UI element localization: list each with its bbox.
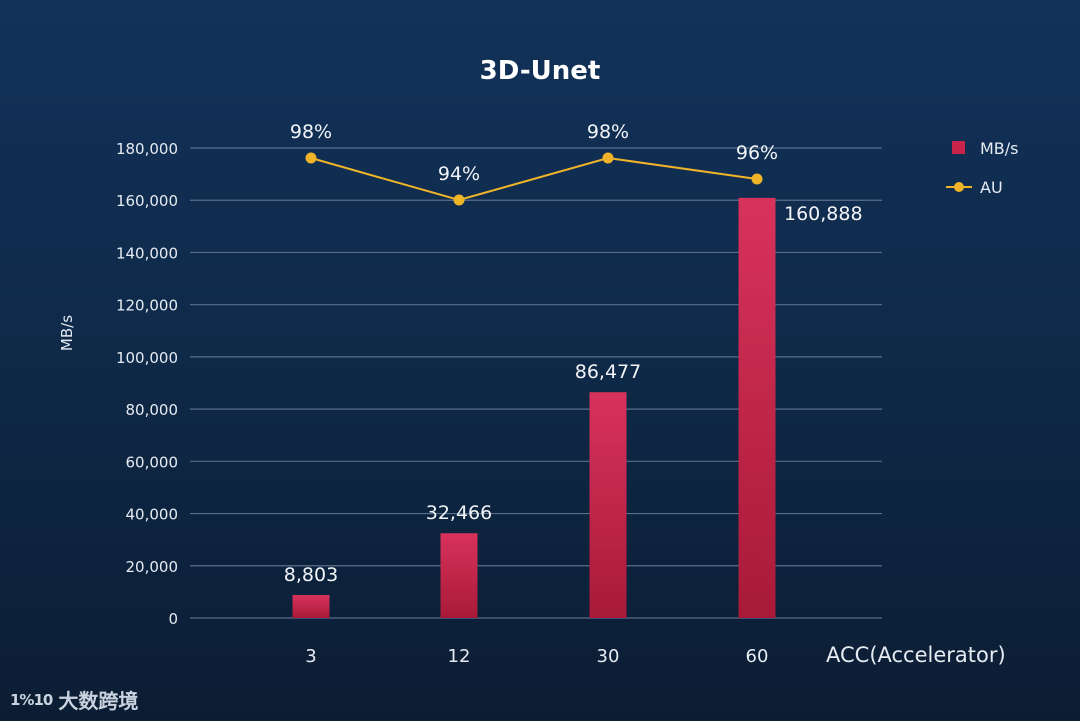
- au-point: [602, 152, 614, 164]
- y-axis-ticks: 0 20,000 40,000 60,000 80,000 100,000 120,000 1…: [116, 140, 178, 628]
- au-data-label: 96%: [736, 142, 778, 164]
- bar: [440, 533, 478, 618]
- bar-data-label: 86,477: [575, 361, 641, 383]
- bar: [589, 392, 627, 618]
- au-data-label: 94%: [438, 163, 480, 185]
- x-axis-ticks: 3 12 30 60: [305, 646, 768, 667]
- bar-data-label: 160,888: [784, 203, 863, 225]
- y-tick-label: 180,000: [116, 140, 178, 158]
- legend: MB/s AU: [946, 139, 1019, 197]
- au-point: [751, 173, 763, 185]
- au-line: 98% 94% 98% 96%: [290, 121, 778, 206]
- x-axis-label: ACC(Accelerator): [826, 643, 1006, 667]
- legend-marker-line: [954, 182, 964, 192]
- y-tick-label: 120,000: [116, 297, 178, 315]
- au-point: [305, 152, 317, 164]
- y-tick-label: 0: [168, 610, 178, 628]
- bar: [738, 197, 776, 618]
- y-tick-label: 40,000: [126, 506, 179, 524]
- y-tick-label: 80,000: [126, 401, 179, 419]
- x-tick-label: 60: [746, 646, 769, 667]
- watermark-logo: 1%10: [10, 690, 53, 709]
- legend-label-line: AU: [980, 178, 1003, 197]
- legend-label-bars: MB/s: [980, 139, 1019, 158]
- x-tick-label: 3: [305, 646, 316, 667]
- legend-swatch-bars: [952, 141, 965, 154]
- y-tick-label: 20,000: [126, 558, 179, 576]
- watermark: 1%10 大数跨境: [10, 685, 138, 714]
- x-tick-label: 12: [448, 646, 471, 667]
- bar-data-label: 32,466: [426, 502, 492, 524]
- au-series-line: [310, 156, 758, 202]
- bar: [292, 595, 330, 618]
- x-tick-label: 30: [597, 646, 620, 667]
- gridlines: [190, 147, 882, 619]
- watermark-text: 大数跨境: [58, 689, 139, 713]
- y-tick-label: 60,000: [126, 453, 179, 471]
- au-data-label: 98%: [290, 121, 332, 143]
- y-tick-label: 140,000: [116, 244, 178, 262]
- chart-title: 3D-Unet: [480, 56, 601, 86]
- au-point: [453, 194, 465, 206]
- au-data-label: 98%: [587, 121, 629, 143]
- bars: 8,803 32,466 86,477 160,888: [284, 197, 863, 618]
- y-axis-label: MB/s: [58, 315, 76, 351]
- y-tick-label: 160,000: [116, 192, 178, 210]
- y-tick-label: 100,000: [116, 349, 178, 367]
- bar-data-label: 8,803: [284, 564, 338, 586]
